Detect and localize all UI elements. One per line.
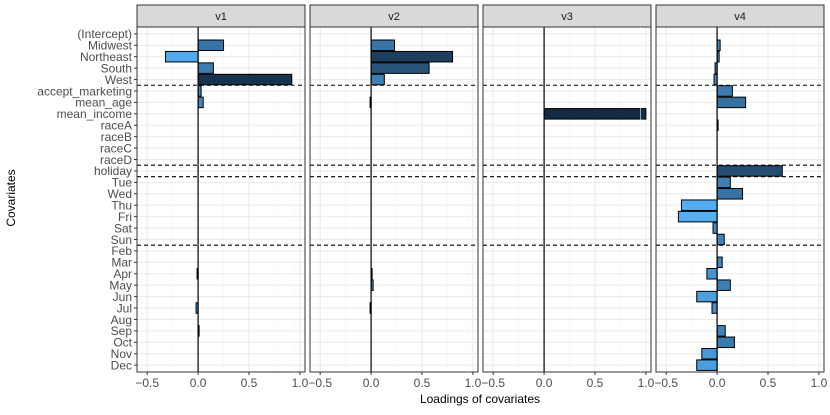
y-tick-label-fri: Fri xyxy=(118,210,132,224)
x-tick-label: 0.5 xyxy=(760,376,777,390)
y-tick-label-oct: Oct xyxy=(113,336,132,350)
bar-v4-sat xyxy=(712,222,718,234)
bar-v4-mar xyxy=(716,256,723,269)
y-tick-label-sep: Sep xyxy=(111,324,133,338)
x-tick-label: 1.0 xyxy=(638,376,655,390)
y-tick-label-holiday: holiday xyxy=(94,164,132,178)
bar-v4-may xyxy=(716,279,731,291)
bar-v4-holiday xyxy=(716,165,783,177)
y-tick-label-sun: Sun xyxy=(111,233,132,247)
y-tick-label-apr: Apr xyxy=(113,267,132,281)
strip-label-v4: v4 xyxy=(734,11,746,23)
x-tick-label: −0.5 xyxy=(481,376,505,390)
bar-v1-midwest xyxy=(197,39,225,52)
x-tick-label: 1.0 xyxy=(292,376,309,390)
x-tick-label: 0.5 xyxy=(587,376,604,390)
y-tick-label-jun: Jun xyxy=(113,290,132,304)
y-tick-label-jul: Jul xyxy=(117,301,132,315)
bar-v4-nov xyxy=(701,347,718,360)
y-tick-label-midwest: Midwest xyxy=(88,39,133,53)
y-tick-label-mar: Mar xyxy=(111,256,132,270)
y-tick-label-nov: Nov xyxy=(111,347,132,361)
strip-label-v2: v2 xyxy=(388,11,400,23)
panel-v2: v2 −0.5 0.0 0.5 1.0 xyxy=(294,4,482,390)
bar-v4-sun xyxy=(716,233,725,246)
y-tick-label-mean-age: mean_age xyxy=(75,96,132,110)
x-tick-label: −0.5 xyxy=(135,376,159,390)
x-axis-title: Loadings of covariates xyxy=(420,392,540,406)
x-tick-label: 0.5 xyxy=(414,376,431,390)
y-tick-label-tue: Tue xyxy=(112,176,133,190)
panel-border xyxy=(482,26,652,373)
y-tick-label-intercept: (Intercept) xyxy=(77,27,132,41)
bar-v4-tue xyxy=(716,176,731,189)
bar-v2-northeast xyxy=(370,50,454,63)
bar-v4-fri xyxy=(677,210,718,223)
panel-v4: v4 −0.5 0.0 0.5 1.0 xyxy=(640,4,828,390)
panel-border xyxy=(309,26,479,373)
strip-label-v3: v3 xyxy=(561,11,573,23)
y-tick-label-wed: Wed xyxy=(108,187,132,201)
panel-background xyxy=(483,27,651,372)
x-tick-label: 1.0 xyxy=(465,376,482,390)
x-tick-label: 0.0 xyxy=(190,376,207,390)
bar-v4-mean-age xyxy=(716,96,747,109)
y-tick-label-racea: raceA xyxy=(101,119,132,133)
y-tick-label-sat: Sat xyxy=(114,221,133,235)
panel-border xyxy=(136,26,306,373)
y-tick-label-raceb: raceB xyxy=(101,130,132,144)
x-tick-label: 0.0 xyxy=(363,376,380,390)
y-tick-label-racec: raceC xyxy=(100,141,132,155)
y-tick-label-west: West xyxy=(105,73,133,87)
panel-v3: v3 −0.5 0.0 0.5 1.0 xyxy=(467,4,655,390)
bar-v4-jul xyxy=(711,302,718,314)
y-tick-label-raced: raceD xyxy=(100,153,132,167)
bar-v1-south xyxy=(197,62,214,74)
y-tick-label-mean-income: mean_income xyxy=(57,107,133,121)
bar-v3-mean-income xyxy=(543,108,647,120)
bar-v4-apr xyxy=(706,268,718,280)
y-axis-title: Covariates xyxy=(4,169,18,226)
bar-v4-dec xyxy=(696,359,718,371)
y-tick-label-feb: Feb xyxy=(111,244,132,258)
bar-v2-midwest xyxy=(370,39,396,52)
bar-v1-northeast xyxy=(165,50,199,63)
bar-v4-oct xyxy=(716,336,735,349)
y-tick-label-dec: Dec xyxy=(111,358,132,372)
y-tick-label-thu: Thu xyxy=(111,199,132,213)
x-tick-label: 0.5 xyxy=(241,376,258,390)
y-tick-label-may: May xyxy=(109,278,132,292)
y-tick-label-south: South xyxy=(101,61,132,75)
panel-v1: v1 −0.5 0.0 0.5 1.0 xyxy=(121,4,309,390)
bar-v1-west xyxy=(197,73,293,86)
x-tick-label: 1.0 xyxy=(811,376,828,390)
x-tick-label: −0.5 xyxy=(308,376,332,390)
bar-v2-south xyxy=(370,62,430,74)
x-tick-label: 0.0 xyxy=(536,376,553,390)
bar-v4-sep xyxy=(716,325,726,337)
strip-label-v1: v1 xyxy=(215,11,227,23)
bar-v4-thu xyxy=(680,199,718,211)
x-tick-label: −0.5 xyxy=(654,376,678,390)
bar-v4-wed xyxy=(716,188,744,200)
y-tick-label-aug: Aug xyxy=(111,313,132,327)
y-tick-label-accept-marketing: accept_marketing xyxy=(37,84,132,98)
y-tick-label-northeast: Northeast xyxy=(80,50,133,64)
bar-v1-mean-age xyxy=(197,96,204,109)
bar-v4-jun xyxy=(696,290,718,303)
bar-v4-accept-marketing xyxy=(716,85,733,97)
panel-border xyxy=(655,26,825,373)
x-tick-label: 0.0 xyxy=(709,376,726,390)
panel-background xyxy=(310,27,478,372)
bar-v2-west xyxy=(370,73,385,86)
